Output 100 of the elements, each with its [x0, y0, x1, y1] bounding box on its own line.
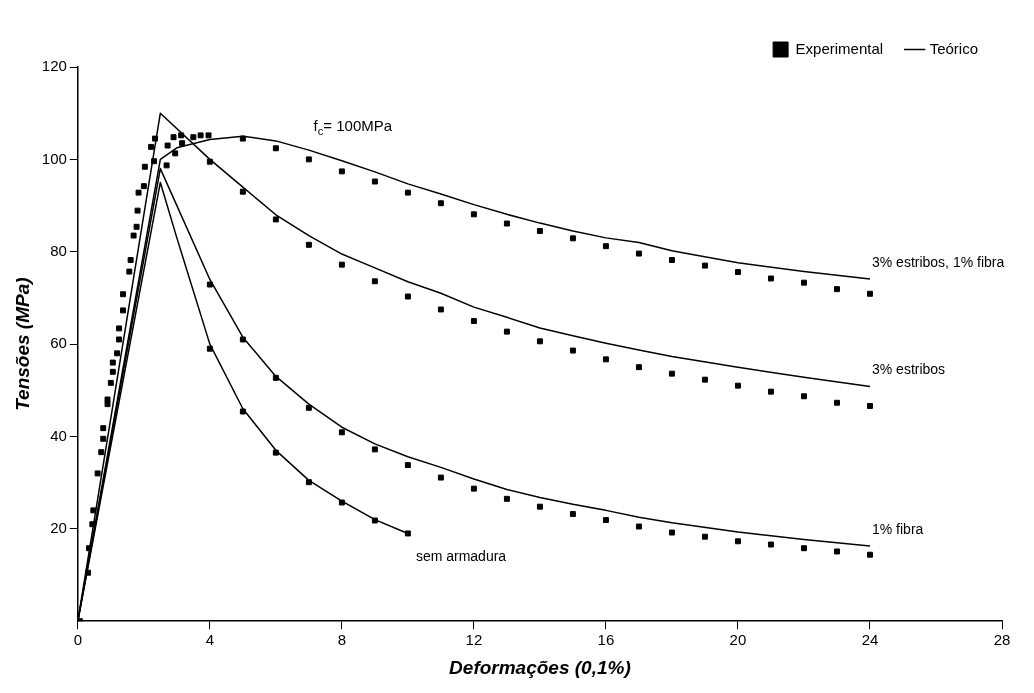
point	[239, 135, 246, 142]
point	[338, 499, 345, 506]
point	[151, 158, 158, 165]
point	[305, 156, 312, 163]
annotation: sem armadura	[415, 548, 507, 565]
point	[190, 134, 197, 141]
point	[109, 368, 116, 375]
point	[116, 336, 123, 343]
point	[134, 207, 141, 214]
point	[470, 485, 477, 492]
point	[305, 241, 312, 248]
point	[536, 338, 543, 345]
point	[668, 529, 675, 536]
point	[77, 618, 83, 622]
point	[89, 521, 96, 528]
point	[205, 132, 212, 139]
point	[239, 188, 246, 195]
annotation: 3% estribos	[871, 361, 946, 378]
point	[305, 404, 312, 411]
x-tick-label: 28	[993, 631, 1011, 649]
point	[141, 163, 148, 170]
point	[104, 396, 111, 403]
point	[404, 189, 411, 196]
point	[767, 388, 774, 395]
point	[635, 364, 642, 371]
point	[569, 235, 576, 242]
point	[734, 269, 741, 276]
point	[701, 533, 708, 540]
point	[127, 257, 134, 264]
point	[239, 336, 246, 343]
y-tick-label: 40	[50, 426, 67, 444]
point	[404, 293, 411, 300]
point	[206, 158, 213, 165]
point	[135, 189, 142, 196]
point	[503, 495, 510, 502]
point	[767, 275, 774, 282]
point	[163, 162, 170, 169]
point	[114, 350, 121, 357]
point	[404, 530, 411, 537]
x-tick-label: 16	[597, 631, 615, 649]
legend-label: Experimental	[795, 39, 884, 57]
point	[867, 551, 873, 558]
point	[206, 281, 213, 288]
y-tick-label: 80	[50, 241, 67, 259]
point	[833, 286, 840, 293]
point	[179, 140, 186, 147]
point	[734, 382, 741, 389]
x-tick-label: 12	[465, 631, 483, 649]
point	[635, 250, 642, 257]
point	[470, 211, 477, 218]
x-tick-label: 24	[861, 631, 879, 649]
point	[371, 278, 378, 285]
point	[164, 142, 171, 149]
x-tick-label: 20	[729, 631, 747, 649]
point	[107, 379, 114, 386]
y-tick-label: 60	[50, 334, 67, 352]
point	[178, 132, 185, 139]
point	[140, 183, 147, 190]
point	[338, 261, 345, 268]
point	[109, 359, 116, 366]
point	[371, 178, 378, 185]
point	[536, 227, 543, 234]
point	[206, 345, 213, 352]
point	[503, 328, 510, 335]
point	[767, 541, 774, 548]
point	[170, 134, 177, 141]
point	[867, 403, 873, 409]
y-tick-label: 120	[41, 57, 67, 75]
point	[569, 511, 576, 518]
point	[120, 291, 127, 298]
point	[404, 462, 411, 469]
point	[833, 399, 840, 406]
annotation: 1% fibra	[871, 520, 924, 537]
point	[800, 545, 807, 552]
point	[371, 517, 378, 524]
point	[172, 150, 179, 157]
x-tick-label: 4	[205, 631, 215, 649]
point	[536, 503, 543, 510]
y-axis-title: Tensões (MPa)	[11, 277, 33, 411]
point	[133, 223, 140, 230]
point	[437, 306, 444, 313]
point	[668, 370, 675, 377]
point	[602, 517, 609, 524]
point	[602, 243, 609, 250]
y-tick-label: 20	[50, 518, 67, 536]
point	[272, 216, 279, 223]
point	[867, 290, 873, 297]
point	[701, 376, 708, 383]
point	[86, 545, 93, 552]
point	[371, 446, 378, 453]
point	[800, 279, 807, 286]
y-tick-label: 100	[41, 149, 67, 167]
point	[239, 408, 246, 415]
point	[503, 220, 510, 227]
point	[94, 470, 101, 477]
point	[100, 435, 107, 442]
point	[635, 523, 642, 530]
point	[437, 474, 444, 481]
x-axis-title: Deformações (0,1%)	[449, 656, 631, 678]
point	[85, 569, 92, 576]
